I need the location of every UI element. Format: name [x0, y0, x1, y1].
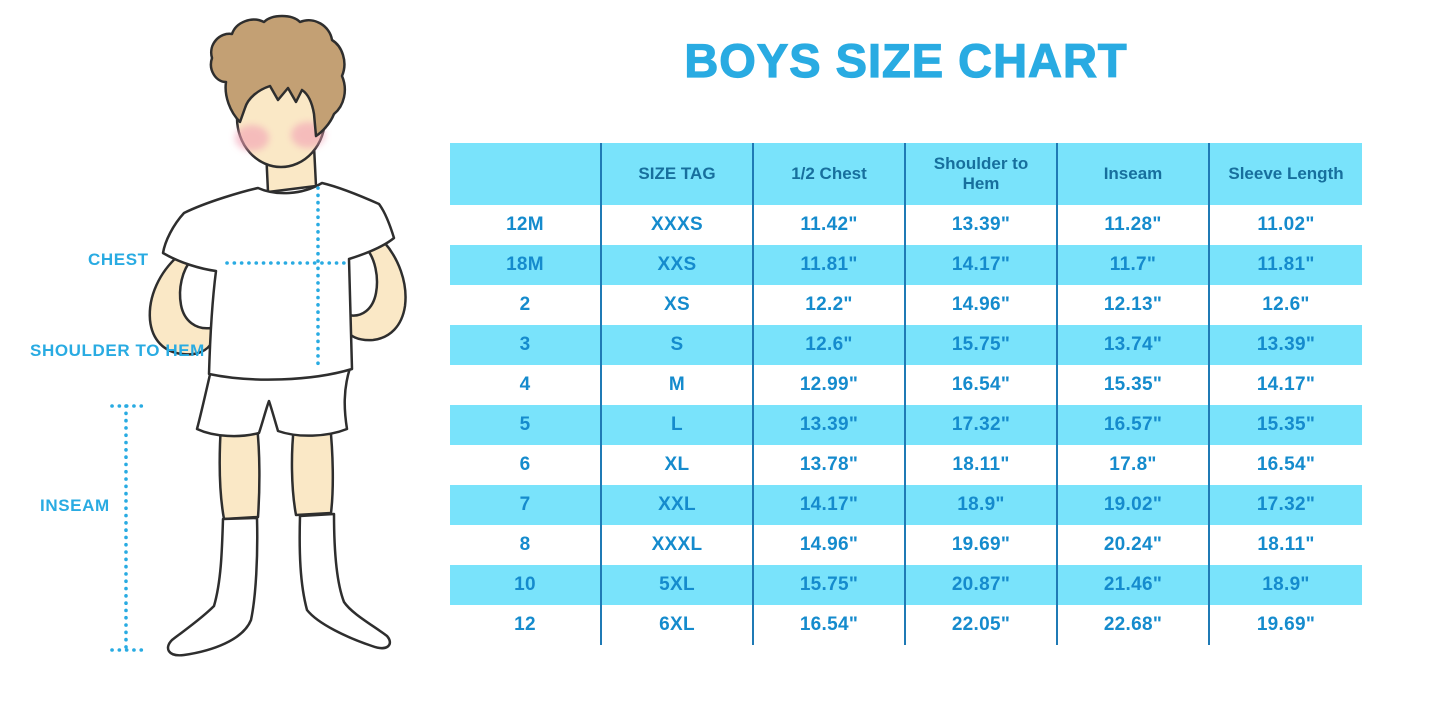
size-cell: 6 [450, 445, 602, 485]
measurement-cell: 14.96" [906, 285, 1058, 325]
measurement-cell: 14.17" [1256, 374, 1316, 395]
header-cell: 1/2 Chest [754, 143, 906, 205]
measurement-cell: 13.39" [1210, 325, 1362, 365]
size-cell: 5 [450, 405, 602, 445]
measurement-cell: 14.96" [754, 525, 906, 565]
size-cell: 10 [450, 565, 602, 605]
measurement-cell: 17.8" [1058, 445, 1210, 485]
measurement-cell: 19.69" [1256, 614, 1316, 635]
boy-arm-left [148, 254, 214, 356]
inseam-measure-line [110, 404, 144, 652]
measurement-cell: XXS [602, 245, 754, 285]
measurement-cell: 12.99" [754, 365, 906, 405]
measurement-cell: XXXS [602, 205, 754, 245]
measurement-cell: 12.2" [754, 285, 906, 325]
measurement-cell: 11.42" [754, 205, 906, 245]
measurement-cell: 20.87" [906, 565, 1058, 605]
boy-cheek-left [235, 125, 269, 151]
size-table: SIZE TAG 1/2 Chest Shoulder to Hem Inseam Sl… [450, 143, 1362, 645]
measurement-cell: 13.78" [754, 445, 906, 485]
measurement-cell: S [602, 325, 754, 365]
measurement-cell: 11.02" [1257, 214, 1315, 235]
header-cell [450, 143, 602, 205]
boy-illustration [110, 14, 407, 657]
size-cell: 8 [450, 525, 602, 565]
size-cell: 3 [450, 325, 602, 365]
measurement-cell: 6XL [602, 605, 754, 645]
measurement-cell: 18.9" [906, 485, 1058, 525]
header-cell: Sleeve Length [1210, 143, 1362, 205]
measurement-cell: 13.39" [754, 405, 906, 445]
measurement-cell: 18.9" [1210, 565, 1362, 605]
measurement-cell: 17.32" [1210, 485, 1362, 525]
boy-leg-left [218, 422, 261, 521]
boy-arm-right [344, 240, 407, 342]
measurement-cell: 16.54" [906, 365, 1058, 405]
measurement-cell: 15.35" [1058, 365, 1210, 405]
measurement-cell: 19.69" [906, 525, 1058, 565]
measurement-cell: L [602, 405, 754, 445]
header-cell: Shoulder to Hem [906, 143, 1058, 205]
boy-leg-right [290, 422, 335, 517]
measurement-cell: 13.74" [1058, 325, 1210, 365]
measurement-cell: 19.02" [1058, 485, 1210, 525]
measurement-cell: 12.6" [1262, 294, 1310, 315]
measurement-cell: 22.05" [906, 605, 1058, 645]
boy-shorts [195, 366, 352, 438]
chest-label: CHEST [88, 250, 149, 269]
measurement-cell: 14.17" [754, 485, 906, 525]
measurement-cell: XXXL [602, 525, 754, 565]
measurement-cell: 21.46" [1058, 565, 1210, 605]
measurement-cell: 12.13" [1058, 285, 1210, 325]
boy-sock-right [298, 512, 392, 650]
size-cell: 2 [450, 285, 602, 325]
size-cell: 7 [450, 485, 602, 525]
size-cell: 12M [450, 205, 602, 245]
measurement-cell: 17.32" [906, 405, 1058, 445]
measurement-cell: 11.7" [1058, 245, 1210, 285]
page-title: BOYS SIZE CHART [684, 33, 1128, 87]
header-cell: Inseam [1058, 143, 1210, 205]
size-cell: 18M [450, 245, 602, 285]
header-cell: SIZE TAG [602, 143, 754, 205]
measurement-cell: 11.28" [1058, 205, 1210, 245]
measurement-cell: 13.39" [906, 205, 1058, 245]
measurement-cell: 18.11" [1257, 534, 1315, 555]
boy-sock-left [166, 516, 259, 657]
inseam-label: INSEAM [40, 496, 110, 515]
measurement-cell: XL [602, 445, 754, 485]
boy-hair [209, 14, 346, 138]
size-cell: 4 [450, 365, 602, 405]
measurement-cell: XS [602, 285, 754, 325]
measurement-cell: 14.17" [906, 245, 1058, 285]
measurement-cell: 16.54" [1256, 454, 1316, 475]
boy-shirt [161, 181, 396, 381]
measurement-cell: 18.11" [906, 445, 1058, 485]
measurement-cell: 16.54" [754, 605, 906, 645]
measurement-cell: 5XL [602, 565, 754, 605]
measurement-cell: XXL [602, 485, 754, 525]
measurement-cell: 16.57" [1058, 405, 1210, 445]
measurement-cell: 12.6" [754, 325, 906, 365]
shoulder-to-hem-label: SHOULDER TO HEM [30, 341, 205, 360]
measurement-cell: 20.24" [1058, 525, 1210, 565]
measurement-cell: 15.35" [1210, 405, 1362, 445]
measurement-cell: 11.81" [1210, 245, 1362, 285]
measurement-cell: M [602, 365, 754, 405]
measurement-cell: 15.75" [906, 325, 1058, 365]
size-cell: 12 [450, 605, 602, 645]
measurement-cell: 15.75" [754, 565, 906, 605]
measurement-cell: 22.68" [1058, 605, 1210, 645]
measurement-cell: 11.81" [754, 245, 906, 285]
